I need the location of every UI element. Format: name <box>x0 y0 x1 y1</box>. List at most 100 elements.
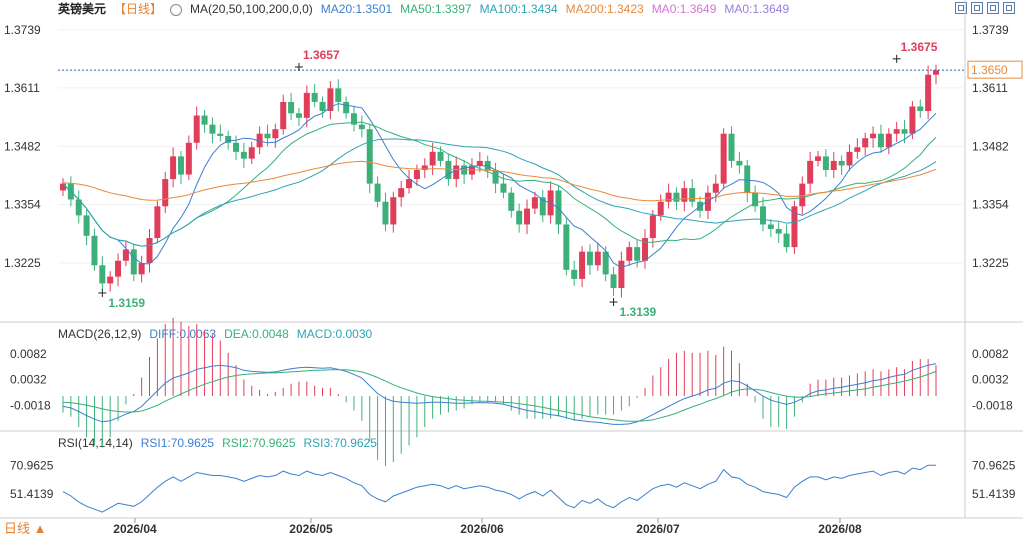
candle-body <box>319 101 326 112</box>
candle-body <box>917 106 924 112</box>
candle-body <box>398 188 405 198</box>
candle-body <box>720 133 727 184</box>
candle-body <box>177 156 184 175</box>
candle-body <box>602 251 609 275</box>
candle-body <box>429 151 436 166</box>
candle-body <box>437 151 444 161</box>
candle-body <box>138 263 145 275</box>
ma100-line <box>62 138 937 247</box>
candle-body <box>508 192 515 211</box>
shrink-icon[interactable] <box>971 2 983 14</box>
candle-body <box>295 113 302 118</box>
candle-body <box>885 133 892 148</box>
close-icon[interactable] <box>1003 2 1015 14</box>
toolbar <box>955 2 1015 14</box>
candle-body <box>146 238 153 264</box>
candle-body <box>901 129 908 134</box>
candle-body <box>201 115 208 125</box>
current-price-box <box>967 60 1023 79</box>
candle-body <box>374 183 381 202</box>
period-button[interactable]: 日线 ▲ <box>4 521 47 536</box>
candle-body <box>586 251 593 266</box>
ma-value-1: MA50:1.3397 <box>400 2 472 16</box>
candle-body <box>170 156 177 180</box>
candle-body <box>248 147 255 159</box>
candle-body <box>642 238 648 261</box>
candle-body <box>225 135 232 143</box>
candle-body <box>476 160 483 166</box>
x-tick-label: 2026/05 <box>289 522 333 536</box>
candle-body <box>759 206 766 225</box>
candle-body <box>492 170 499 184</box>
candle-body <box>815 156 822 161</box>
candle-body <box>791 206 798 248</box>
candle-body <box>634 247 641 261</box>
candle-body <box>673 192 680 202</box>
annotation-label: 1.3675 <box>901 40 938 54</box>
x-tick-label: 2026/04 <box>113 522 157 536</box>
candle-body <box>130 249 137 275</box>
ma200-line <box>62 160 937 202</box>
candle-body <box>413 170 420 180</box>
price-tick-right: 1.3354 <box>972 197 1009 211</box>
candle-body <box>649 215 656 239</box>
macd-tick-left: 0.0032 <box>10 373 47 387</box>
period-label[interactable]: 【日线】 <box>114 2 163 16</box>
candle-body <box>626 247 633 261</box>
candle-body <box>484 160 491 170</box>
macd-tick-right: -0.0018 <box>972 398 1013 412</box>
price-tick-left: 1.3482 <box>4 139 41 153</box>
candle-body <box>60 183 66 191</box>
candle-body <box>563 224 570 270</box>
rsi-tick-right: 70.9625 <box>972 458 1016 472</box>
rsi-label: RSI(14,14,14) <box>58 436 133 450</box>
candle-body <box>311 92 318 102</box>
candle-body <box>115 260 122 277</box>
candle-body <box>657 201 664 216</box>
ma-value-4: MA0:1.3649 <box>651 2 717 16</box>
candle-body <box>893 129 900 134</box>
candle-body <box>217 133 224 136</box>
rsi-tick-left: 51.4139 <box>10 487 54 501</box>
price-tick-left: 1.3739 <box>4 23 41 37</box>
candle-body <box>327 88 334 112</box>
annotation-label: 1.3159 <box>108 296 145 310</box>
x-tick-label: 2026/07 <box>636 522 680 536</box>
ma50-line <box>62 121 937 247</box>
candle-body <box>185 142 192 175</box>
candle-body <box>382 201 389 225</box>
candle-body <box>264 133 271 139</box>
candle-body <box>610 274 617 288</box>
candle-body <box>870 133 877 139</box>
expand-icon[interactable] <box>955 2 967 14</box>
x-tick-label: 2026/08 <box>818 522 862 536</box>
candle-body <box>162 179 169 207</box>
ma-value-5: MA0:1.3649 <box>724 2 790 16</box>
price-tick-right: 1.3739 <box>972 23 1009 37</box>
candle-body <box>838 160 845 166</box>
candle-body <box>233 142 240 152</box>
candle-body <box>390 197 397 225</box>
candle-body <box>704 192 711 211</box>
macd-tick-right: 0.0032 <box>972 373 1009 387</box>
candle-body <box>783 233 790 248</box>
price-tick-right: 1.3225 <box>972 256 1009 270</box>
candle-body <box>579 251 586 279</box>
rsi-tick-right: 51.4139 <box>972 487 1016 501</box>
candle-body <box>744 165 751 193</box>
grid-icon[interactable] <box>987 2 999 14</box>
candle-body <box>862 138 869 148</box>
candle-body <box>288 101 295 114</box>
candle-body <box>83 215 90 236</box>
candle-body <box>681 188 688 202</box>
candle-body <box>854 147 861 152</box>
macd-diff: DIFF:0.0063 <box>149 327 217 341</box>
macd-label: MACD(26,12,9) <box>58 327 142 341</box>
candle-body <box>877 133 884 148</box>
settings-icon[interactable] <box>170 3 183 16</box>
price-tick-left: 1.3611 <box>4 81 40 95</box>
candle-body <box>539 197 546 216</box>
candle-body <box>767 224 774 229</box>
candle-body <box>343 101 350 114</box>
